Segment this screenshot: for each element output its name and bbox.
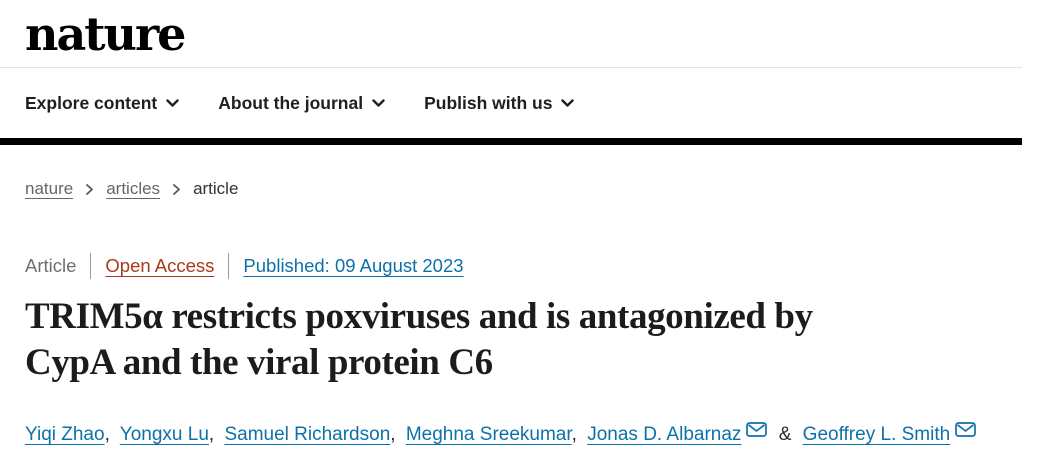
article-type-label: Article (25, 255, 77, 276)
chevron-down-icon (561, 98, 575, 107)
author-link[interactable]: Geoffrey L. Smith (802, 424, 951, 445)
author-link[interactable]: Jonas D. Albarnaz (587, 424, 742, 445)
open-access-link[interactable]: Open Access (105, 255, 215, 276)
author-separator: , (104, 424, 110, 445)
chevron-right-icon (172, 183, 181, 196)
header-divider (0, 67, 1022, 68)
breadcrumb-nature[interactable]: nature (25, 179, 74, 198)
header-black-bar (0, 138, 1022, 145)
breadcrumb-article-current: article (193, 179, 239, 198)
email-icon[interactable] (955, 419, 977, 445)
article-header-section: nature articles article Article Open Acc… (0, 178, 1041, 448)
meta-divider (228, 253, 230, 279)
site-header: nature Explore content About the journal… (0, 0, 1041, 145)
author-separator: , (390, 424, 396, 445)
author-link[interactable]: Meghna Sreekumar (405, 424, 572, 445)
authors-list: Yiqi Zhao, Yongxu Lu, Samuel Richardson,… (25, 419, 1041, 448)
nav-explore-content[interactable]: Explore content (25, 93, 179, 114)
chevron-down-icon (372, 98, 385, 107)
article-meta-row: Article Open Access Published: 09 August… (25, 253, 1041, 279)
author-separator: , (571, 424, 577, 445)
chevron-down-icon (166, 98, 179, 107)
author-link[interactable]: Samuel Richardson (224, 424, 391, 445)
meta-divider (90, 253, 92, 279)
chevron-right-icon (85, 183, 94, 196)
nav-publish-with-us[interactable]: Publish with us (424, 92, 575, 114)
published-date-link[interactable]: Published: 09 August 2023 (243, 255, 464, 276)
author-link[interactable]: Yiqi Zhao (25, 424, 105, 445)
article-title-line-2: CypA and the viral protein C6 (25, 342, 493, 383)
article-title-line-1: TRIM5α restricts poxviruses and is antag… (25, 296, 813, 337)
article-title: TRIM5α restricts poxviruses and is antag… (25, 294, 1041, 386)
nav-publish-with-us-label: Publish with us (424, 92, 553, 113)
breadcrumb: nature articles article (25, 178, 1041, 200)
author-link[interactable]: Yongxu Lu (119, 424, 209, 445)
breadcrumb-articles[interactable]: articles (106, 179, 161, 198)
email-icon[interactable] (746, 419, 768, 445)
author-separator: , (208, 424, 215, 445)
author-last-separator: & (778, 424, 792, 445)
nav-about-the-journal-label: About the journal (218, 92, 364, 113)
nav-explore-content-label: Explore content (25, 92, 158, 113)
main-nav: Explore content About the journal Publis… (0, 68, 1041, 138)
nav-about-the-journal[interactable]: About the journal (218, 93, 385, 114)
nature-logo[interactable]: nature (25, 7, 186, 61)
